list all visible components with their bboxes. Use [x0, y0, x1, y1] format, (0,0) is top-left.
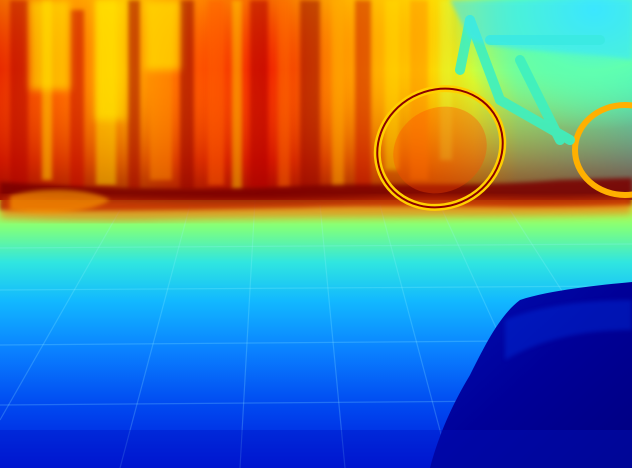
bicycle: [373, 0, 632, 211]
